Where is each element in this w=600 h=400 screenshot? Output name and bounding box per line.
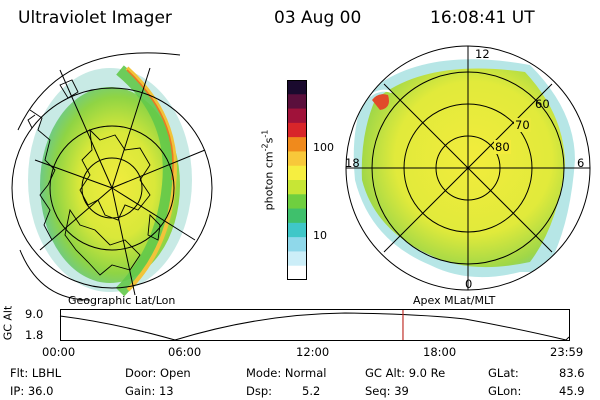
colorbar-tick-100: 100 bbox=[313, 141, 334, 154]
unit-sup-1: -2 bbox=[260, 143, 270, 152]
mlt-label-0: 0 bbox=[465, 277, 473, 291]
gc-orbit-plot bbox=[59, 309, 570, 341]
gc-xtick-0000: 00:00 bbox=[42, 345, 76, 359]
dsp-label: Dsp: bbox=[246, 384, 273, 398]
colorbar-band bbox=[287, 151, 307, 167]
colorbar-band bbox=[287, 237, 307, 252]
colorbar-band bbox=[287, 80, 307, 95]
colorbar-band bbox=[287, 251, 307, 267]
colorbar-band bbox=[287, 122, 307, 138]
colorbar-border bbox=[287, 80, 307, 280]
colorbar-band bbox=[287, 222, 307, 238]
door-info: Door: Open bbox=[125, 366, 191, 380]
right-panel-label: Apex MLat/MLT bbox=[413, 294, 496, 307]
gc-xtick-0600: 06:00 bbox=[168, 345, 202, 359]
glon-label: GLon: bbox=[488, 384, 522, 398]
unit-s: s bbox=[262, 137, 276, 144]
mlat-label-70: 70 bbox=[514, 118, 531, 132]
mode-info: Mode: Normal bbox=[246, 366, 327, 380]
unit-photon-cm: photon cm bbox=[262, 151, 276, 211]
unit-sup-2: -1 bbox=[260, 129, 270, 138]
seq-info: Seq: 39 bbox=[365, 384, 409, 398]
gc-xtick-1200: 12:00 bbox=[296, 345, 330, 359]
instrument-title: Ultraviolet Imager bbox=[18, 8, 172, 28]
mlt-label-12: 12 bbox=[475, 47, 490, 61]
gc-xtick-1800: 18:00 bbox=[423, 345, 457, 359]
glat-label: GLat: bbox=[488, 366, 519, 380]
gc-alt-info: GC Alt: 9.0 Re bbox=[365, 366, 446, 380]
dsp-value: 5.2 bbox=[302, 384, 321, 398]
colorbar-band bbox=[287, 137, 307, 152]
colorbar-band bbox=[287, 194, 307, 210]
colorbar-band bbox=[287, 180, 307, 195]
date-label: 03 Aug 00 bbox=[274, 8, 362, 28]
colorbar-band bbox=[287, 208, 307, 224]
mlat-label-80: 80 bbox=[494, 140, 511, 154]
gc-ytick-top: 9.0 bbox=[25, 307, 44, 321]
left-panel-label: Geographic Lat/Lon bbox=[68, 294, 176, 307]
mlt-label-6: 6 bbox=[577, 156, 585, 170]
gc-ytick-bottom: 1.8 bbox=[25, 328, 44, 342]
colorbar-band bbox=[287, 94, 307, 110]
time-label: 16:08:41 UT bbox=[430, 8, 535, 28]
glon-value: 45.9 bbox=[559, 384, 585, 398]
colorbar-band bbox=[287, 165, 307, 181]
colorbar bbox=[287, 80, 307, 281]
glat-value: 83.6 bbox=[559, 366, 585, 380]
gc-xtick-2359: 23:59 bbox=[550, 345, 584, 359]
ip-info: IP: 36.0 bbox=[10, 384, 54, 398]
colorbar-tick-10: 10 bbox=[313, 229, 327, 242]
mlt-label-18: 18 bbox=[345, 156, 360, 170]
colorbar-band bbox=[287, 265, 307, 281]
gc-ylabel-text: GC Alt bbox=[1, 305, 15, 341]
filter-info: Flt: LBHL bbox=[10, 366, 62, 380]
gain-info: Gain: 13 bbox=[125, 384, 174, 398]
mlat-label-60: 60 bbox=[535, 97, 550, 111]
colorbar-band bbox=[287, 108, 307, 124]
